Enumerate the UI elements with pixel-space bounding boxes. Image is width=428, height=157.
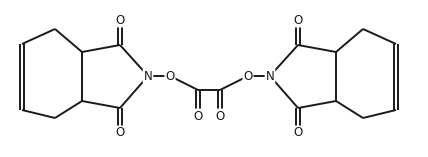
Text: O: O [193,109,202,122]
Text: O: O [244,70,253,82]
Text: N: N [144,70,152,82]
Text: O: O [116,14,125,27]
Text: N: N [266,70,274,82]
Text: O: O [215,109,225,122]
Text: O: O [165,70,175,82]
Text: O: O [116,127,125,140]
Text: O: O [293,14,303,27]
Text: O: O [293,127,303,140]
